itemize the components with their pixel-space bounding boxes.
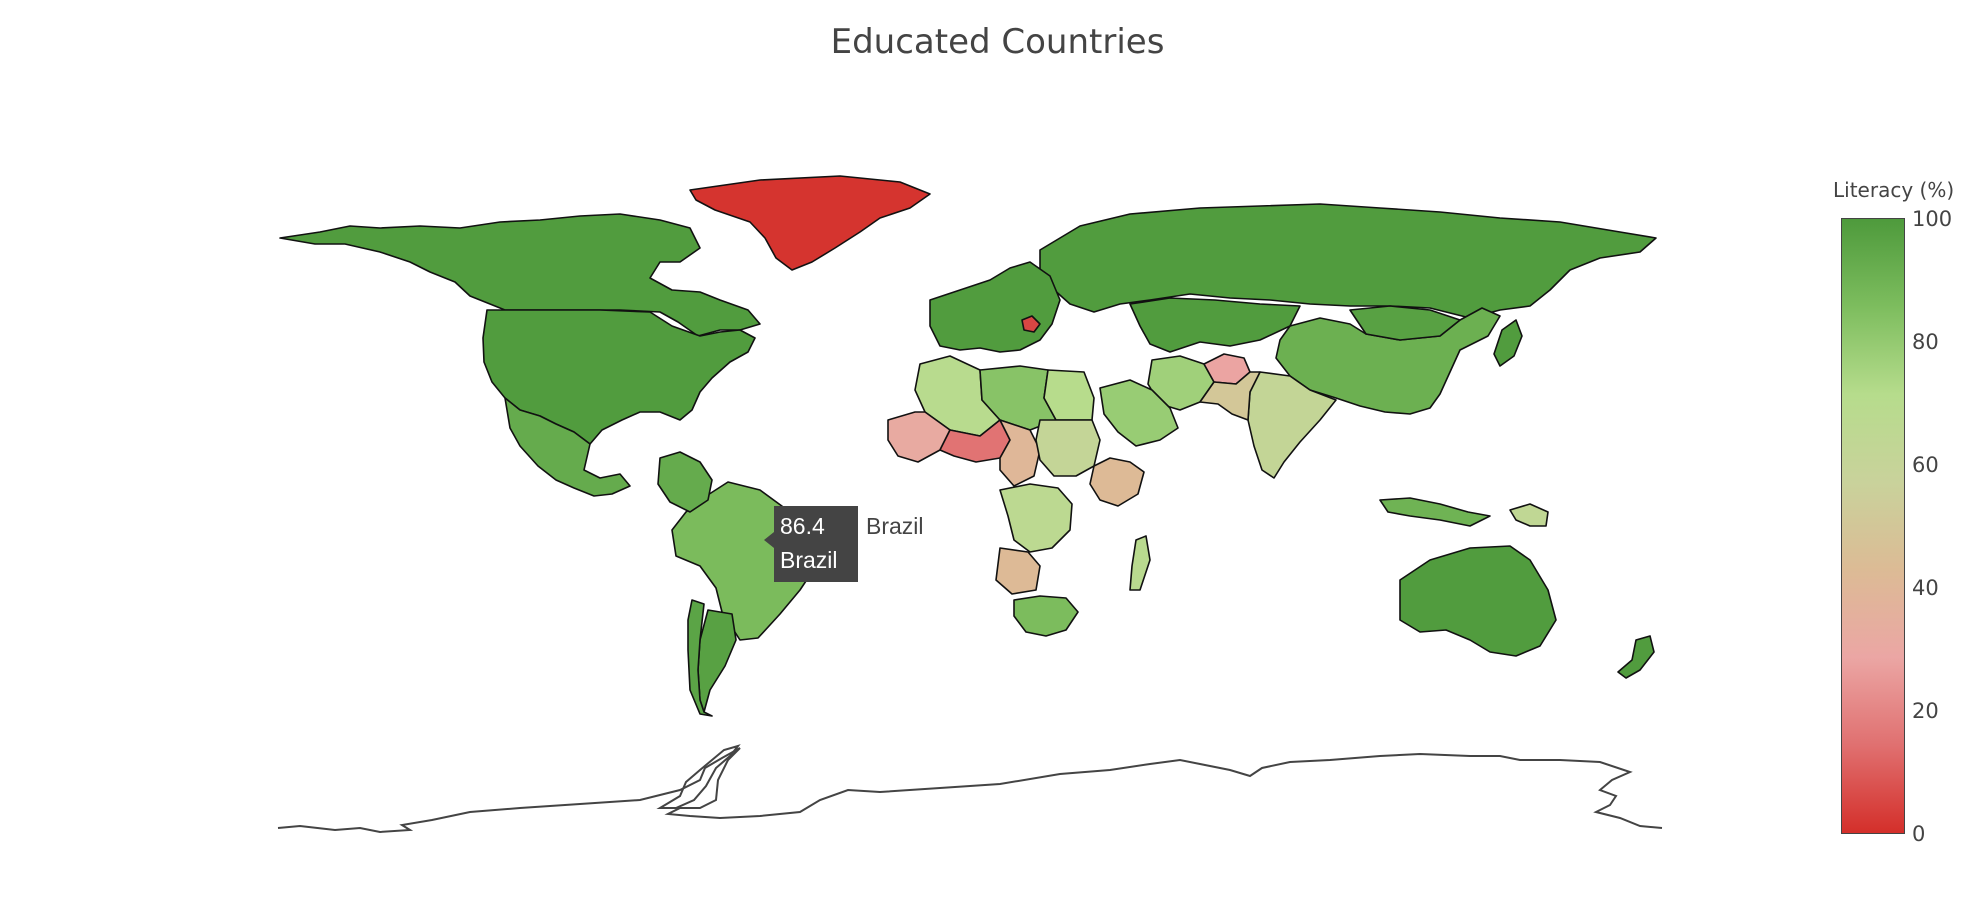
colorbar-tick-80: 80: [1912, 330, 1939, 354]
colorbar-tick-20: 20: [1912, 699, 1939, 723]
country-kazakhstan[interactable]: Kazakhstan: [1129, 297, 1301, 353]
country-pakistan[interactable]: Pakistan: [1199, 371, 1261, 421]
countries-layer: GreenlandCanadaUnited StatesMexicoBrazil…: [279, 175, 1657, 717]
tooltip-country: Brazil: [780, 547, 838, 573]
antarctic-peninsula: [656, 744, 741, 809]
tooltip-trace-name: Brazil: [866, 513, 924, 539]
colorbar-title: Literacy (%): [1833, 178, 1955, 202]
country-mongolia[interactable]: Mongolia: [1349, 305, 1461, 341]
country-chad[interactable]: Chad: [999, 419, 1041, 487]
country-argentina[interactable]: Argentina: [697, 609, 737, 713]
country-ethiopia[interactable]: Ethiopia: [1089, 457, 1145, 507]
country-mexico[interactable]: Mexico: [504, 397, 631, 497]
country-europe[interactable]: Europe: [929, 261, 1061, 353]
country-bosnia[interactable]: Bosnia: [1021, 315, 1041, 333]
country-indonesia[interactable]: Indonesia: [1379, 497, 1491, 527]
colorbar: [1841, 218, 1905, 834]
country-colombia[interactable]: Colombia: [657, 451, 713, 513]
country-australia[interactable]: Australia: [1399, 545, 1557, 657]
colorbar-tick-40: 40: [1912, 576, 1939, 600]
country-japan[interactable]: Japan: [1493, 319, 1523, 367]
country-papua-new-guinea[interactable]: Papua New Guinea: [1509, 503, 1549, 527]
hover-tooltip: 86.4 Brazil Brazil: [764, 506, 924, 582]
antarctica-coastline: [277, 747, 1663, 834]
country-saudi-arabia[interactable]: Saudi Arabia: [1099, 379, 1179, 447]
tooltip-box: [764, 506, 858, 582]
chart-title: Educated Countries: [830, 22, 1165, 62]
country-russia[interactable]: Russia: [1039, 203, 1657, 319]
country-greenland[interactable]: Greenland: [689, 175, 931, 271]
tooltip-value: 86.4: [780, 513, 825, 539]
country-south-africa[interactable]: South Africa: [1013, 595, 1079, 637]
country-dr-congo[interactable]: DR Congo: [999, 483, 1073, 553]
colorbar-tick-100: 100: [1912, 207, 1953, 231]
country-angola[interactable]: Angola: [995, 547, 1041, 595]
country-sudan[interactable]: Sudan: [1035, 419, 1101, 477]
country-canada[interactable]: Canada: [279, 213, 761, 337]
colorbar-tick-60: 60: [1912, 453, 1939, 477]
country-new-zealand[interactable]: New Zealand: [1617, 635, 1655, 679]
country-madagascar[interactable]: Madagascar: [1129, 535, 1151, 591]
country-egypt[interactable]: Egypt: [1043, 369, 1095, 421]
colorbar-tick-0: 0: [1912, 822, 1926, 846]
country-chile[interactable]: Chile: [687, 599, 713, 717]
